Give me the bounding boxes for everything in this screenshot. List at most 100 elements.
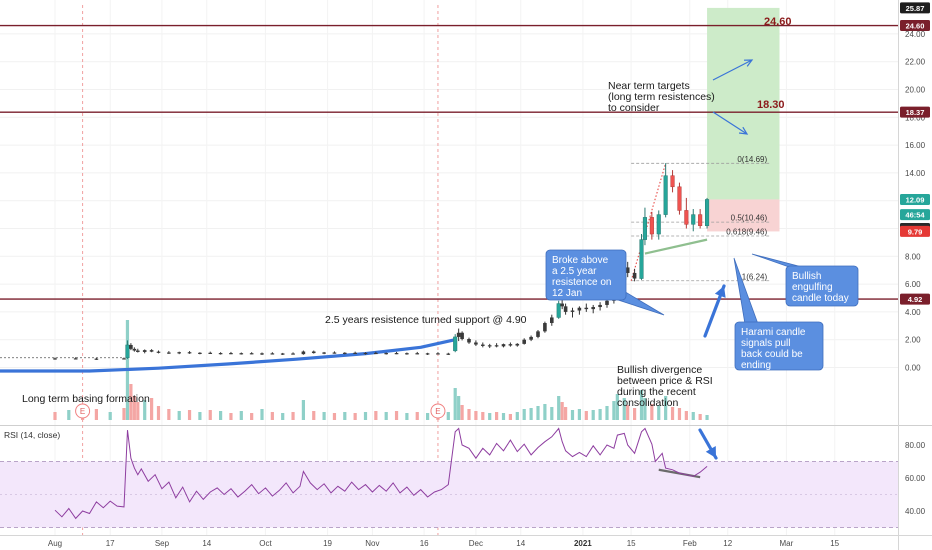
price-tick-label: 18.00	[905, 113, 926, 122]
candle-body	[460, 332, 464, 340]
candle-body	[663, 175, 668, 215]
arrow-line	[712, 59, 753, 81]
candle-body	[467, 339, 471, 343]
volume-bar	[557, 396, 561, 420]
earnings-marker-label: E	[435, 407, 440, 416]
rsi-band	[0, 461, 898, 528]
volume-bar	[108, 412, 112, 420]
candle-body	[425, 353, 430, 355]
volume-bar	[332, 413, 337, 420]
time-tick-label: 16	[420, 539, 429, 548]
candle-body	[584, 307, 589, 310]
candle-body	[550, 317, 554, 324]
candle-body	[239, 353, 244, 355]
time-tick-label: 15	[830, 539, 839, 548]
candle-body	[94, 358, 99, 360]
harami-bubble-text: back could be	[741, 349, 803, 360]
volume-bar	[250, 413, 254, 420]
price-tick-label: 2.00	[905, 336, 921, 345]
volume-bar	[156, 406, 161, 420]
arrow-head	[743, 59, 754, 67]
time-tick-label: 12	[723, 539, 732, 548]
arrow-head	[738, 126, 749, 135]
engulfing-bubble-box	[785, 265, 859, 307]
candle-body	[598, 304, 602, 308]
annotations: 2.5 years resistence turned support @ 4.…	[22, 16, 859, 460]
broke-bubble-text: a 2.5 year	[552, 266, 597, 277]
volume-bar	[281, 413, 285, 420]
candle-body	[198, 352, 202, 354]
broke-bubble-text: resistence on	[552, 277, 611, 288]
price-tick-label: 6.00	[905, 280, 921, 289]
price-tag	[900, 20, 930, 32]
price-tag-label: 4.92	[908, 295, 923, 304]
harami-bubble-text: signals pull	[741, 338, 790, 349]
targets-annotation: (long term resistences)	[608, 91, 715, 103]
targets-annotation: to consider	[608, 102, 660, 114]
rsi-band-fill	[0, 461, 898, 528]
volume-bar	[301, 400, 305, 420]
candle-body	[625, 267, 630, 273]
candle-body	[136, 350, 140, 352]
volume-bar	[650, 404, 654, 420]
candle-body	[705, 199, 710, 226]
volume-bar	[322, 412, 326, 420]
harami-bubble-tail	[733, 257, 759, 325]
volume-bar	[143, 400, 147, 420]
candle-body	[656, 214, 661, 235]
candle-body	[142, 350, 147, 352]
price-tag	[900, 193, 930, 205]
volume-bar	[177, 411, 181, 420]
candle-body	[501, 344, 506, 347]
price-tick-label: 20.00	[905, 86, 926, 95]
volume-bar	[374, 411, 378, 420]
divergence-annotation: Bullish divergence	[617, 364, 702, 376]
volume-bar	[615, 394, 619, 420]
volume-bar	[612, 401, 616, 420]
volume-bar	[426, 413, 430, 420]
volume-bar	[415, 412, 419, 420]
fib-level-label: 0.5(10.46)	[731, 214, 768, 223]
candle-body	[374, 352, 378, 355]
time-tick-label: Sep	[155, 539, 170, 548]
candle-body	[639, 239, 644, 279]
candle-body	[291, 353, 295, 355]
volume-bar	[598, 409, 602, 420]
basing-annotation: Long term basing formation	[22, 393, 150, 405]
candle-body	[249, 353, 254, 355]
volume-bar	[488, 413, 492, 420]
candle-body	[122, 358, 126, 360]
volume-bar	[198, 412, 202, 420]
target-label: 18.30	[757, 99, 785, 111]
volume-bar	[239, 411, 243, 420]
candle-body	[508, 344, 513, 346]
volume-bar	[626, 405, 630, 420]
candle-body	[394, 353, 399, 355]
candle-body	[456, 332, 461, 337]
candle-body	[605, 300, 609, 305]
candle-body	[487, 345, 492, 347]
volume-bar	[684, 411, 688, 420]
candles	[53, 163, 710, 360]
profit-zone	[707, 7, 780, 200]
volume-bar	[384, 412, 388, 420]
rsi-tick-label: 60.00	[905, 474, 926, 483]
volume-bar	[67, 410, 71, 420]
volume-bar	[446, 412, 450, 420]
volume-bar	[405, 413, 409, 420]
volume-bar	[208, 410, 212, 420]
engulfing-bubble-text: Bullish	[792, 271, 821, 282]
price-tick-label: 8.00	[905, 252, 921, 261]
targets-annotation: Near term targets	[608, 80, 690, 92]
earnings-marker-label: E	[80, 407, 85, 416]
price-tick-label: 24.00	[905, 30, 926, 39]
candle-body	[591, 307, 595, 310]
candle-body	[343, 352, 347, 354]
time-tick-label: Mar	[780, 539, 794, 548]
candle-body	[384, 353, 388, 355]
candle-body	[698, 214, 703, 226]
time-tick-label: Aug	[48, 539, 62, 548]
volume-bar	[698, 414, 702, 420]
